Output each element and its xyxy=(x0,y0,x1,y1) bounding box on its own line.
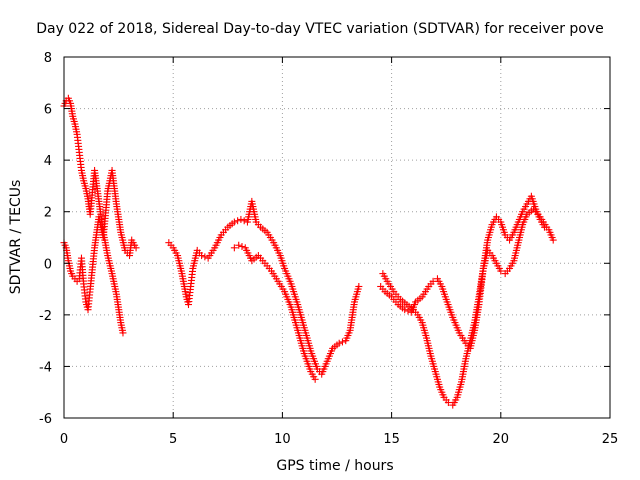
y-tick-label: 8 xyxy=(44,51,52,66)
x-tick-label: 20 xyxy=(493,432,510,447)
x-tick-label: 0 xyxy=(60,432,68,447)
y-tick-label: 2 xyxy=(44,206,52,221)
data-point xyxy=(237,215,245,223)
y-tick-label: 0 xyxy=(44,257,52,272)
y-tick-label: -2 xyxy=(39,309,52,324)
data-point xyxy=(201,253,209,261)
data-point xyxy=(235,241,243,249)
data-point xyxy=(497,267,505,275)
data-point xyxy=(230,218,238,226)
data-point xyxy=(234,217,242,225)
x-tick-label: 10 xyxy=(274,432,291,447)
data-point xyxy=(355,282,363,290)
data-point xyxy=(549,236,557,244)
data-point xyxy=(119,329,127,337)
data-point xyxy=(401,306,409,314)
data-point xyxy=(335,339,343,347)
y-tick-label: 6 xyxy=(44,103,52,118)
chart-title: Day 022 of 2018, Sidereal Day-to-day VTE… xyxy=(36,21,604,37)
y-tick-label: -4 xyxy=(39,360,52,375)
data-point xyxy=(238,243,246,251)
axis-ticks: 0 5 10 15 20 25 -6 -4 -2 0 2 4 6 8 xyxy=(39,51,618,447)
data-point xyxy=(311,375,319,383)
data-point xyxy=(132,244,140,252)
x-tick-label: 15 xyxy=(383,432,400,447)
x-axis-label: GPS time / hours xyxy=(276,458,393,474)
y-axis-label: SDTVAR / TECUs xyxy=(8,180,24,295)
grid xyxy=(64,57,610,418)
y-tick-label: 4 xyxy=(44,154,52,169)
data-point xyxy=(240,217,248,225)
y-tick-label: -6 xyxy=(39,412,52,427)
data-point xyxy=(230,244,238,252)
data-point xyxy=(543,223,551,231)
data-point xyxy=(338,338,346,346)
data-points xyxy=(60,94,557,409)
data-point xyxy=(404,307,412,315)
x-tick-label: 5 xyxy=(169,432,177,447)
plot-frame xyxy=(63,56,611,419)
data-point xyxy=(198,252,206,260)
x-tick-label: 25 xyxy=(602,432,619,447)
